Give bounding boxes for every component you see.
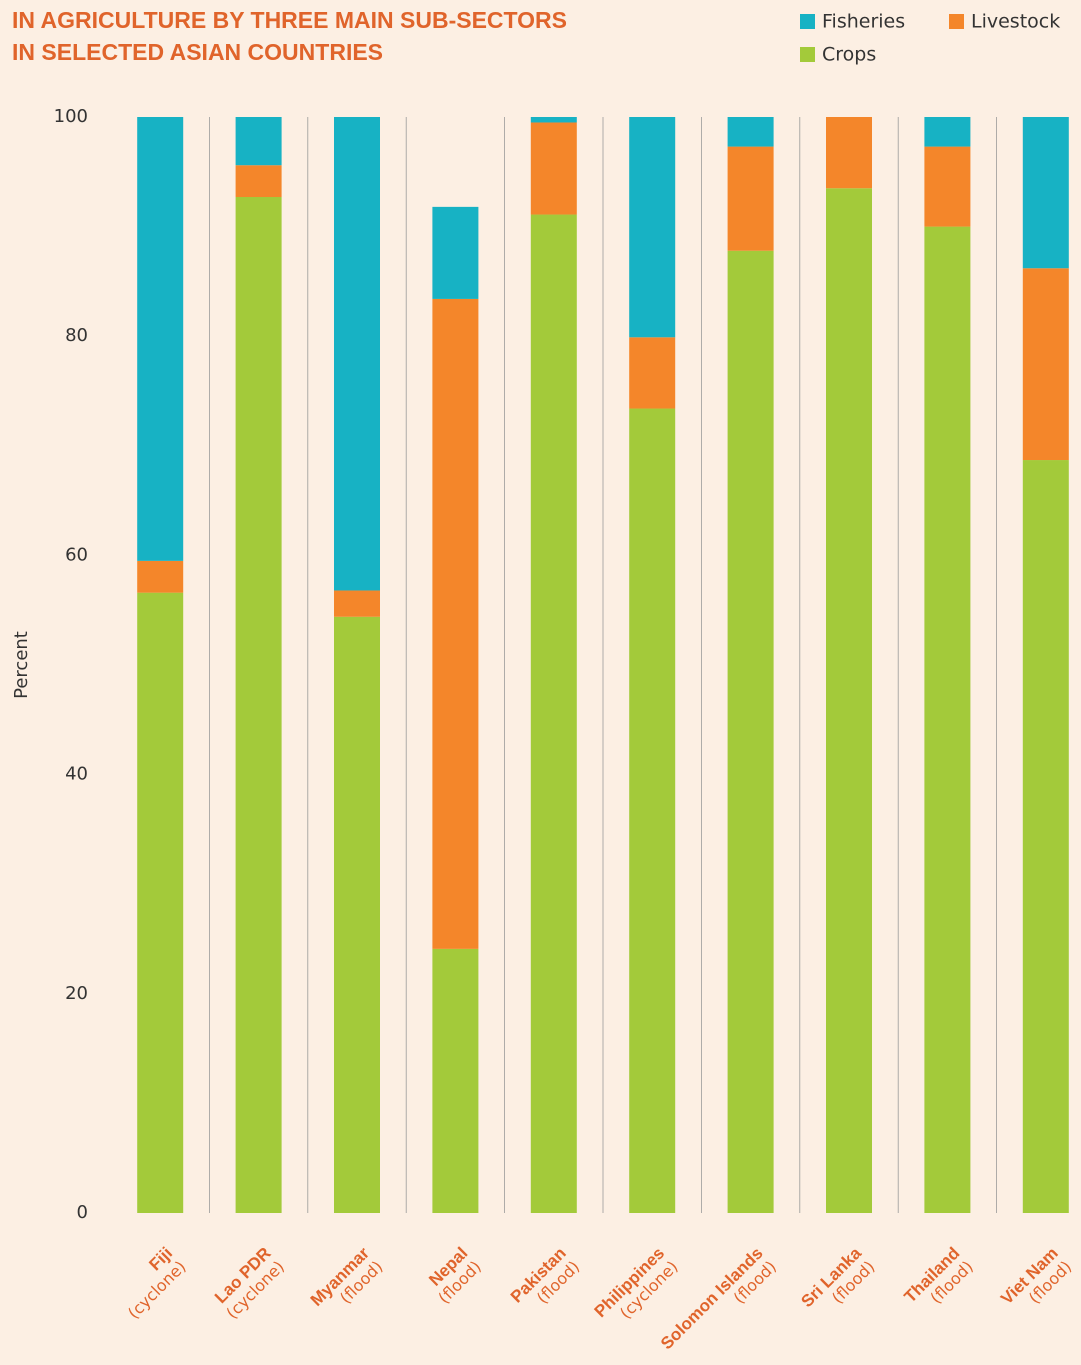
bar-segment [531, 117, 577, 122]
bar-segment [728, 147, 774, 251]
bar-segment [531, 215, 577, 1213]
x-tick-label-group: Fiji(cyclone) [111, 1244, 190, 1323]
bar-segment [629, 409, 675, 1213]
bar-segment [236, 165, 282, 197]
bar-segment [924, 147, 970, 227]
x-tick-label-group: Viet Nam(flood) [997, 1244, 1075, 1322]
legend-label: Fisheries [822, 11, 905, 33]
x-tick-label-group: Lao PDR(cyclone) [209, 1244, 288, 1323]
x-tick-label-group: Thailand(flood) [901, 1244, 977, 1320]
bar-segment [334, 617, 380, 1213]
y-tick-label: 20 [65, 983, 88, 1004]
bar-segment [629, 117, 675, 337]
bar-segment [728, 251, 774, 1213]
y-tick-label: 60 [65, 544, 88, 565]
y-tick-label: 100 [54, 106, 88, 127]
legend-label: Crops [822, 44, 876, 66]
x-tick-label-group: Myanmar(flood) [307, 1243, 387, 1323]
bar-segment [137, 117, 183, 561]
bar-segment [236, 197, 282, 1213]
legend-swatch [949, 14, 964, 29]
bar-segment [826, 188, 872, 1213]
x-tick-label-group: Solomon Islands(flood) [657, 1244, 780, 1365]
bar-segment [137, 561, 183, 593]
y-tick-label: 0 [77, 1202, 88, 1223]
x-tick-label-group: Pakistan(flood) [507, 1244, 583, 1320]
bar-segment [137, 593, 183, 1213]
bar-segment [924, 117, 970, 147]
bar-segment [1023, 117, 1069, 268]
bar-segment [531, 122, 577, 214]
chart-title: IN AGRICULTURE BY THREE MAIN SUB-SECTORS [12, 7, 567, 33]
bar-segment [629, 337, 675, 408]
x-tick-label-group: Sri Lanka(flood) [797, 1243, 878, 1324]
bar-segment [1023, 268, 1069, 460]
bar-segment [728, 117, 774, 147]
y-tick-label: 40 [65, 764, 88, 785]
bar-segment [334, 117, 380, 590]
y-tick-label: 80 [65, 325, 88, 346]
bar-segment [432, 949, 478, 1213]
chart-title: IN SELECTED ASIAN COUNTRIES [12, 39, 383, 65]
bar-segment [432, 299, 478, 949]
legend-swatch [800, 47, 815, 62]
bar-segment [1023, 460, 1069, 1213]
legend-label: Livestock [971, 11, 1060, 33]
y-axis-label: Percent [11, 631, 32, 699]
bar-segment [334, 590, 380, 616]
bar-segment [826, 117, 872, 188]
bar-segment [432, 207, 478, 299]
x-tick-label-group: Nepal(flood) [421, 1244, 485, 1308]
bar-segment [924, 227, 970, 1213]
x-tick-label-group: Philippines(cyclone) [591, 1244, 682, 1335]
bar-segment [236, 117, 282, 165]
legend-swatch [800, 14, 815, 29]
chart: IN AGRICULTURE BY THREE MAIN SUB-SECTORS… [0, 0, 1081, 1365]
